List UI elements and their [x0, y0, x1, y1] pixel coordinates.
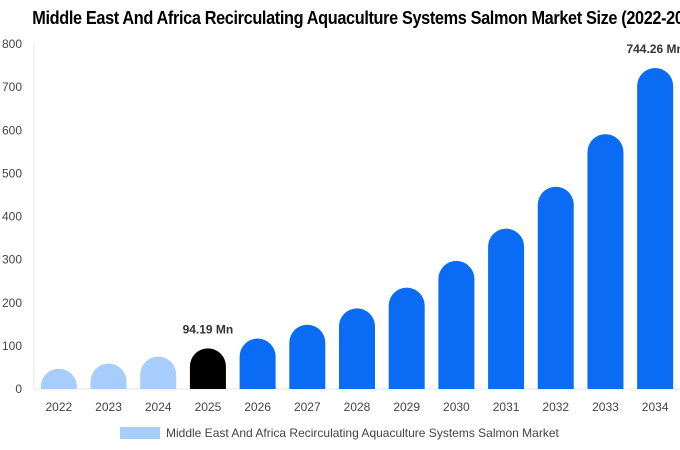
bar-2031 — [488, 228, 525, 389]
bar-2028 — [339, 308, 375, 389]
bar-2032 — [537, 186, 574, 389]
x-tick-label: 2028 — [344, 400, 371, 414]
bar-2027 — [289, 324, 326, 389]
y-tick-label: 700 — [2, 80, 22, 94]
y-tick-label: 600 — [2, 123, 22, 137]
bar-2034 — [637, 68, 674, 389]
data-label-2025: 94.19 Mn — [183, 322, 234, 336]
x-tick-label: 2030 — [443, 400, 470, 414]
bar-2033 — [587, 134, 624, 389]
x-axis-ticks: 2022 2023 2024 2025 2026 2027 2028 2029 2030 2031… — [45, 400, 668, 414]
x-tick-label: 2025 — [195, 400, 222, 414]
x-tick-label: 2029 — [393, 400, 420, 414]
x-tick-label: 2034 — [642, 400, 669, 414]
bar-2024 — [140, 356, 177, 389]
x-tick-label: 2026 — [244, 400, 271, 414]
y-tick-label: 300 — [2, 253, 22, 267]
legend-swatch — [120, 427, 160, 439]
x-tick-label: 2022 — [45, 400, 72, 414]
bar-2023 — [90, 363, 127, 389]
bars-group — [40, 68, 674, 389]
chart-title: Middle East And Africa Recirculating Aqu… — [32, 8, 680, 28]
data-labels: 94.19 Mn 744.26 Mn — [183, 42, 680, 336]
y-tick-label: 0 — [15, 382, 22, 396]
bar-2030 — [438, 260, 475, 389]
data-label-2034: 744.26 Mn — [626, 42, 680, 56]
x-tick-label: 2031 — [493, 400, 520, 414]
y-tick-label: 200 — [2, 296, 22, 310]
bar-2026 — [239, 338, 276, 389]
bar-2022 — [40, 368, 77, 389]
x-tick-label: 2024 — [145, 400, 172, 414]
bar-2029 — [388, 287, 425, 389]
x-tick-label: 2023 — [95, 400, 122, 414]
y-tick-label: 100 — [2, 339, 22, 353]
y-tick-label: 800 — [2, 37, 22, 51]
x-tick-label: 2032 — [542, 400, 569, 414]
legend: Middle East And Africa Recirculating Aqu… — [120, 426, 559, 440]
x-tick-label: 2033 — [592, 400, 619, 414]
y-tick-label: 500 — [2, 166, 22, 180]
y-tick-label: 400 — [2, 210, 22, 224]
y-axis-ticks: 0 100 200 300 400 500 600 700 800 — [2, 37, 22, 396]
legend-label: Middle East And Africa Recirculating Aqu… — [166, 426, 559, 440]
bar-2025 — [189, 348, 226, 389]
x-tick-label: 2027 — [294, 400, 321, 414]
